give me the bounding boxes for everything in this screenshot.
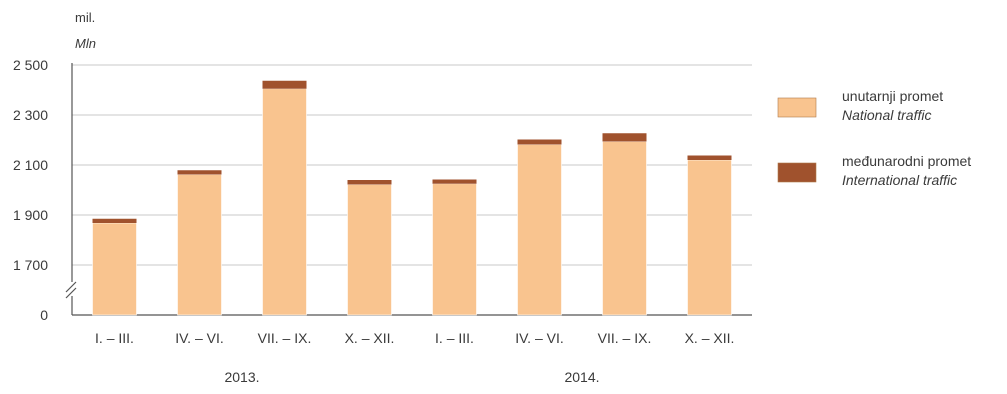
bar-international-traffic [347, 180, 392, 185]
bar-international-traffic [687, 155, 732, 160]
bar-national-traffic [687, 159, 732, 316]
axis-break-mark [65, 281, 77, 293]
year-label: 2013. [224, 369, 259, 385]
y-tick-label: 2 500 [13, 57, 48, 73]
x-category-label: I. – III. [95, 330, 134, 346]
bar-national-traffic [262, 88, 307, 316]
x-category-label: VII. – IX. [258, 330, 312, 346]
x-category-label: X. – XII. [685, 330, 735, 346]
bar-national-traffic [347, 184, 392, 316]
unit-label-en: Mln [75, 36, 96, 51]
unit-label: mil. [75, 10, 95, 25]
y-tick-label: 0 [40, 307, 48, 323]
bar-international-traffic [262, 80, 307, 89]
bar-international-traffic [602, 133, 647, 142]
gridlines [72, 64, 752, 266]
y-tick-label: 2 100 [13, 157, 48, 173]
bars [92, 80, 732, 316]
labels: 2 500 2 300 2 100 1 900 1 700 0 I. – III. IV. –… [13, 57, 734, 385]
axis-break-mark [65, 287, 77, 299]
legend-swatch-national [777, 97, 817, 118]
legend: unutarnji promet National traffic međunaro… [777, 88, 971, 188]
legend-swatch-international [777, 162, 817, 183]
bar-national-traffic [92, 222, 137, 316]
legend-label: unutarnji promet [842, 88, 943, 104]
y-tick-label: 1 700 [13, 257, 48, 273]
x-category-label: IV. – VI. [175, 330, 224, 346]
x-category-label: I. – III. [435, 330, 474, 346]
legend-label-en: International traffic [842, 172, 957, 188]
bar-national-traffic [517, 144, 562, 316]
bar-national-traffic [177, 174, 222, 316]
bar-international-traffic [432, 179, 477, 184]
y-tick-label: 1 900 [13, 207, 48, 223]
y-tick-label: 2 300 [13, 107, 48, 123]
legend-label: međunarodni promet [842, 153, 971, 169]
bar-national-traffic [602, 141, 647, 316]
axes [65, 63, 752, 316]
x-category-label: X. – XII. [345, 330, 395, 346]
bar-international-traffic [92, 218, 137, 223]
bar-national-traffic [432, 183, 477, 316]
bar-international-traffic [517, 139, 562, 145]
x-category-label: IV. – VI. [515, 330, 564, 346]
bar-international-traffic [177, 170, 222, 175]
legend-label-en: National traffic [842, 107, 931, 123]
x-category-label: VII. – IX. [598, 330, 652, 346]
year-label: 2014. [564, 369, 599, 385]
